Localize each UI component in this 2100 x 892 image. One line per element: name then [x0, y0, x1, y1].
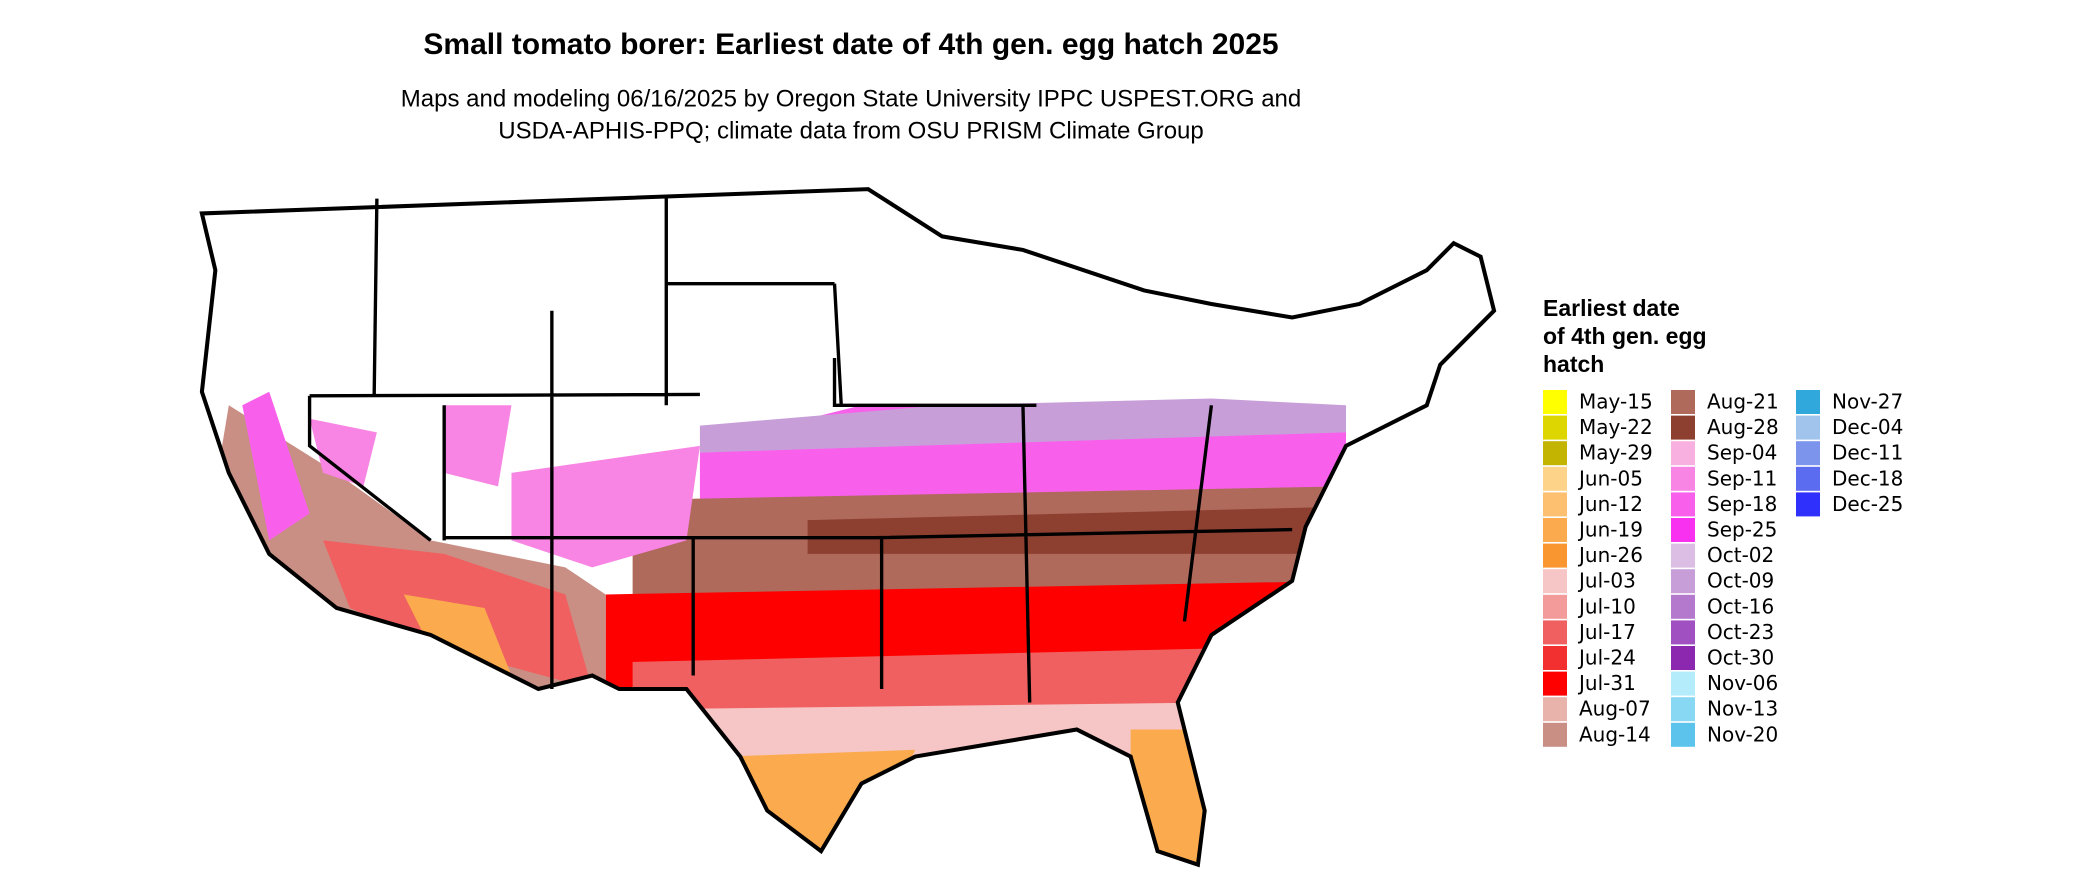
legend-label: Jun-19 [1577, 518, 1643, 542]
state-borders [307, 195, 1293, 703]
legend-swatch [1671, 671, 1695, 696]
legend-label: Oct-09 [1707, 569, 1774, 593]
legend-swatch [1796, 466, 1820, 491]
legend-label: Sep-18 [1707, 492, 1777, 516]
legend-swatch [1796, 441, 1820, 466]
legend-swatch [1671, 620, 1695, 645]
legend-swatch [1671, 594, 1695, 619]
legend-label: Oct-16 [1707, 594, 1774, 618]
legend-label: Jun-05 [1577, 466, 1643, 490]
legend-label: Nov-20 [1707, 722, 1778, 746]
zone [309, 405, 700, 568]
zone [632, 648, 1212, 710]
legend-swatch [1543, 415, 1567, 440]
legend-title: hatch [1543, 351, 1604, 377]
legend-swatch [1671, 697, 1695, 722]
legend-swatch [1543, 492, 1567, 517]
zone [807, 506, 1346, 554]
legend-swatch [1671, 415, 1695, 440]
legend-label: Nov-06 [1707, 671, 1778, 695]
legend-label: Jul-31 [1577, 671, 1636, 695]
legend-swatch [1543, 543, 1567, 568]
legend-label: May-29 [1579, 441, 1653, 465]
legend-swatch [1796, 492, 1820, 517]
legend-title: Earliest date [1543, 295, 1680, 321]
legend-label: Dec-04 [1832, 415, 1903, 439]
legend-swatch [1671, 441, 1695, 466]
legend-swatch [1671, 646, 1695, 670]
legend-label: Jun-26 [1577, 543, 1643, 567]
zone [646, 702, 1212, 757]
legend-swatch [1543, 466, 1567, 491]
legend-label: Sep-11 [1707, 466, 1777, 490]
legend-label: Sep-04 [1707, 441, 1777, 465]
legend-swatch [1543, 390, 1567, 414]
legend-swatch [1543, 594, 1567, 619]
legend-label: Jul-10 [1577, 594, 1636, 618]
legend-label: May-15 [1579, 390, 1653, 414]
legend-swatch [1543, 671, 1567, 696]
legend-swatch [1671, 466, 1695, 491]
legend-label: Aug-21 [1707, 390, 1779, 414]
legend-label: Jun-12 [1577, 492, 1643, 516]
legend-label: Jul-17 [1577, 620, 1636, 644]
legend-swatch [1543, 697, 1567, 722]
legend-label: Aug-07 [1579, 697, 1651, 721]
legend-label: Oct-02 [1707, 543, 1774, 567]
map-subtitle: USDA-APHIS-PPQ; climate data from OSU PR… [498, 117, 1204, 144]
legend-swatch [1671, 543, 1695, 568]
legend-swatch [1543, 620, 1567, 645]
legend-swatch [1796, 415, 1820, 440]
legend-label: Dec-18 [1832, 466, 1903, 490]
legend-swatch [1671, 492, 1695, 517]
legend-label: May-22 [1579, 415, 1653, 439]
legend-swatch [1671, 569, 1695, 594]
legend-swatch [1543, 722, 1567, 747]
legend-swatch [1671, 518, 1695, 542]
legend-label: Aug-28 [1707, 415, 1779, 439]
legend-label: Oct-23 [1707, 620, 1774, 644]
legend-label: Jul-03 [1577, 569, 1636, 593]
legend-swatch [1543, 441, 1567, 466]
legend-label: Nov-27 [1832, 390, 1903, 414]
legend-swatch [1543, 569, 1567, 594]
map-subtitle: Maps and modeling 06/16/2025 by Oregon S… [401, 85, 1301, 112]
legend-label: Jul-24 [1577, 646, 1636, 670]
legend-title: of 4th gen. egg [1543, 323, 1707, 349]
map-title: Small tomato borer: Earliest date of 4th… [423, 28, 1278, 61]
legend: Earliest date of 4th gen. egg hatch May-… [1543, 295, 1903, 747]
legend-label: Dec-11 [1832, 441, 1903, 465]
legend-swatch [1543, 646, 1567, 670]
legend-label: Aug-14 [1579, 722, 1651, 746]
map [202, 189, 1494, 878]
legend-label: Nov-13 [1707, 697, 1778, 721]
legend-label: Sep-25 [1707, 518, 1777, 542]
legend-label: Oct-30 [1707, 646, 1774, 670]
legend-label: Dec-25 [1832, 492, 1903, 516]
legend-swatch [1671, 390, 1695, 414]
legend-swatch [1543, 518, 1567, 542]
zone [242, 391, 310, 541]
legend-swatch [1796, 390, 1820, 414]
zone [403, 594, 512, 676]
legend-swatch [1671, 722, 1695, 747]
